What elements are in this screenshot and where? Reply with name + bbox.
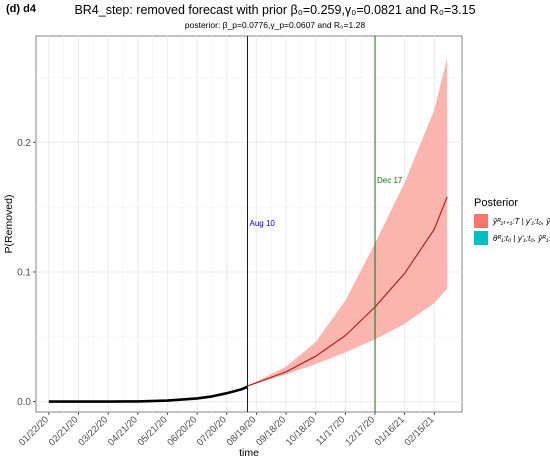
x-tick-label: 04/21/20 [106,414,140,448]
x-tick-label: 07/20/20 [195,414,229,448]
event-line-label-1: Dec 17 [377,176,403,185]
legend-swatch-theta [474,231,488,245]
y-tick-label: 0.1 [17,267,31,278]
x-tick-label: 02/15/21 [403,414,437,448]
x-tick-label: 08/19/20 [225,414,259,448]
x-tick-label: 10/18/20 [284,414,318,448]
legend-label-theta: θᴿ₁:t₀ | y'₁:t₀, ŷᴿ₁:t₀ [493,233,550,243]
observed-line [48,385,249,403]
legend-item-forecast: ŷᴿ₁ₜ₊₁:T | y'₁:t₀, ŷᴿ₁:t₀ [474,214,550,228]
forecast-median-line [247,196,448,387]
x-tick-label: 12/17/20 [343,414,377,448]
x-tick-label: 11/17/20 [314,414,347,447]
y-axis-label: P(Removed) [3,195,15,254]
x-tick-label: 02/21/20 [47,414,81,448]
y-tick-label: 0.0 [17,397,31,408]
legend-label-forecast: ŷᴿ₁ₜ₊₁:T | y'₁:t₀, ŷᴿ₁:t₀ [493,216,550,226]
legend-item-theta: θᴿ₁:t₀ | y'₁:t₀, ŷᴿ₁:t₀ [474,231,550,245]
x-tick-label: 01/16/21 [373,414,407,448]
x-tick-label: 05/21/20 [136,414,170,448]
series-layer [48,196,448,403]
x-tick-label: 09/18/20 [254,414,288,448]
chart-subtitle: posterior: β_p=0.0776,γ_p=0.0607 and R₀=… [184,20,366,30]
x-tick-label: 06/20/20 [165,414,199,448]
legend: Posterior ŷᴿ₁ₜ₊₁:T | y'₁:t₀, ŷᴿ₁:t₀ θᴿ₁:… [474,197,550,248]
event-line-label-0: Aug 10 [250,219,276,228]
x-tick-label: 01/22/20 [17,414,51,448]
forecast-interval-band [247,58,448,387]
event-lines-layer: Aug 10 Dec 17 [247,36,403,412]
forecast-band-layer [247,58,448,387]
legend-title: Posterior [474,197,519,209]
legend-swatch-forecast [474,214,488,228]
x-axis-label: time [239,447,259,459]
panel-label: (d) d4 [6,3,36,15]
y-tick-label: 0.2 [17,138,31,149]
x-tick-label: 03/22/20 [76,414,110,448]
chart-title: BR4_step: removed forecast with prior β₀… [74,3,476,17]
